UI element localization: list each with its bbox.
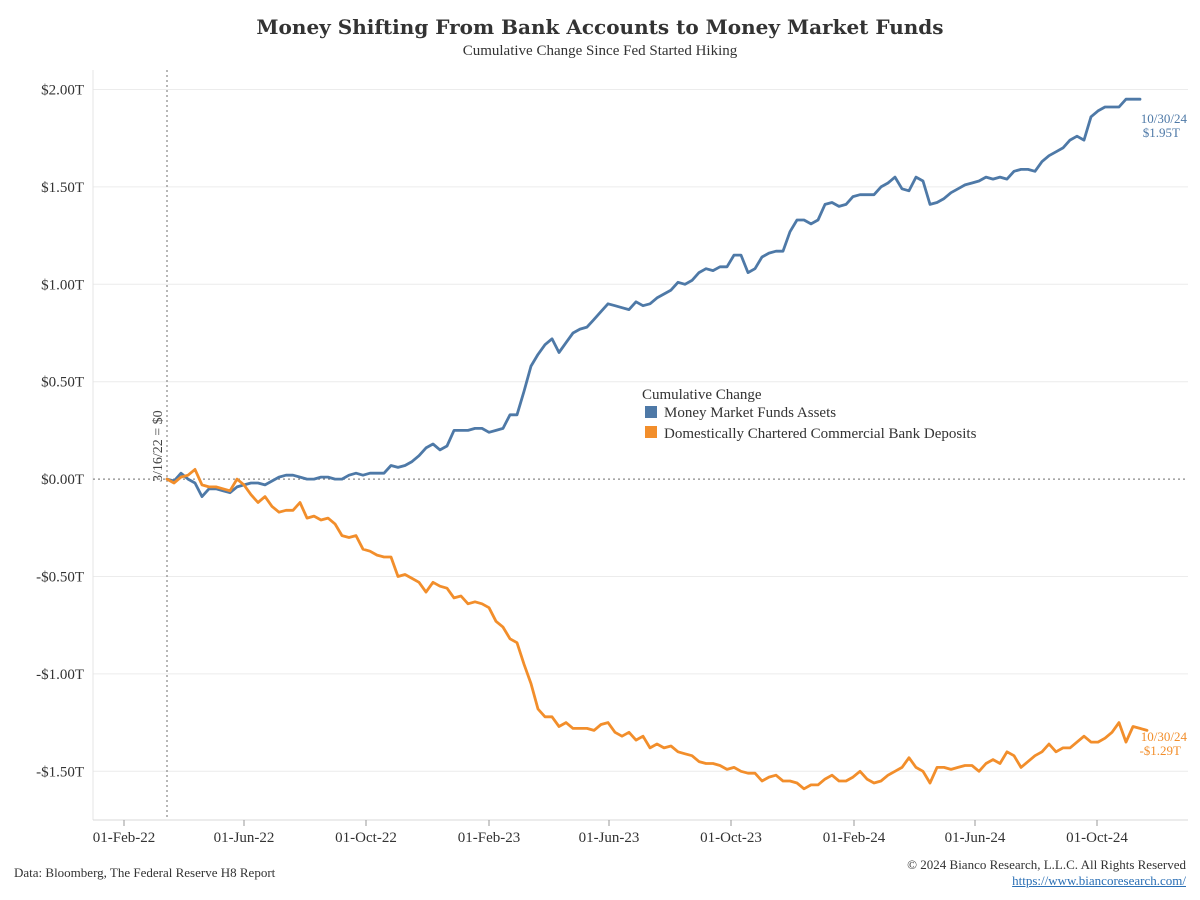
x-tick-label: 01-Jun-22 [214,830,275,846]
y-tick-label: $2.00T [41,82,84,98]
legend-label-mmf: Money Market Funds Assets [664,405,836,421]
y-tick-label: -$1.50T [36,764,84,780]
y-tick-label: $1.00T [41,277,84,293]
series-line-mmf [165,97,1142,499]
y-tick-label: -$1.00T [36,667,84,683]
legend-title: Cumulative Change [642,387,762,403]
end-label-deposits-value: -$1.29T [1139,743,1181,758]
y-tick-label: $1.50T [41,180,84,196]
x-tick-label: 01-Oct-22 [335,830,397,846]
legend-label-deposits: Domestically Chartered Commercial Bank D… [664,426,977,442]
end-label-mmf-date: 10/30/24 [1141,111,1188,126]
chart-subtitle: Cumulative Change Since Fed Started Hiki… [462,43,738,59]
end-label-deposits-date: 10/30/24 [1141,729,1188,744]
legend: Cumulative Change Money Market Funds Ass… [642,387,977,442]
chart-title: Money Shifting From Bank Accounts to Mon… [256,15,944,39]
end-label-mmf: 10/30/24 $1.95T [1141,111,1188,140]
series-line-deposits [165,467,1149,791]
y-tick-label: -$0.50T [36,569,84,585]
end-label-deposits: 10/30/24 -$1.29T [1139,729,1187,758]
data-source-note: Data: Bloomberg, The Federal Reserve H8 … [14,865,276,880]
x-tick-label: 01-Feb-24 [823,830,886,846]
x-tick-label: 01-Jun-24 [945,830,1006,846]
x-tick-label: 01-Oct-23 [700,830,762,846]
x-tick-label: 01-Feb-22 [93,830,156,846]
website-link[interactable]: https://www.biancoresearch.com/ [1012,873,1186,888]
y-tick-label: $0.50T [41,375,84,391]
x-tick-label: 01-Jun-23 [579,830,640,846]
x-tick-label: 01-Oct-24 [1066,830,1128,846]
legend-swatch-deposits [645,426,657,438]
y-tick-label: $0.00T [41,472,84,488]
copyright-notice: © 2024 Bianco Research, L.L.C. All Right… [907,857,1186,872]
footer-credits: © 2024 Bianco Research, L.L.C. All Right… [907,857,1186,889]
x-tick-label: 01-Feb-23 [458,830,521,846]
end-label-mmf-value: $1.95T [1143,125,1180,140]
start-reference-label: 3/16/22 = $0 [151,410,166,482]
legend-swatch-mmf [645,406,657,418]
